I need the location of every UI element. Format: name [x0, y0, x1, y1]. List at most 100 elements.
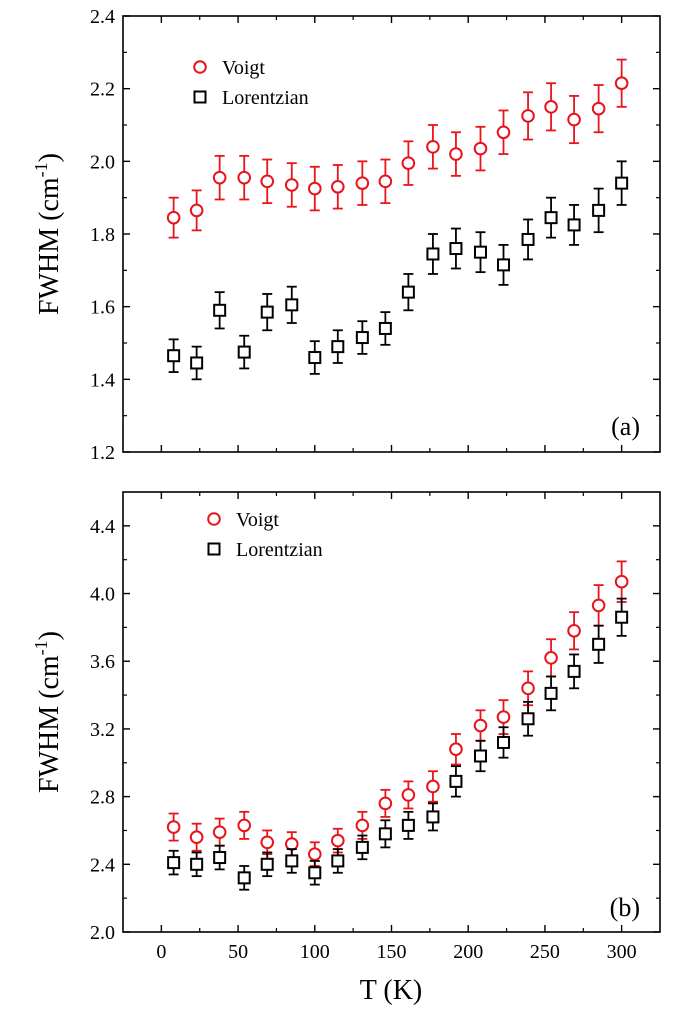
x-tick-label: 250	[530, 941, 560, 963]
legend-marker-lorentzian	[207, 542, 221, 556]
y-axis-title-main: FWHM (cm	[34, 177, 65, 315]
data-point-circle	[212, 170, 227, 185]
y-tick-label: 2.2	[90, 79, 115, 101]
data-point-square	[615, 610, 629, 624]
data-point-square	[497, 258, 511, 272]
data-point-circle	[401, 156, 416, 170]
y-tick-label: 2.0	[90, 151, 115, 173]
data-point-circle	[189, 203, 204, 218]
data-point-square	[497, 735, 511, 749]
data-point-square	[237, 345, 251, 359]
x-tick-label: 150	[377, 941, 407, 963]
legend-marker-lorentzian	[193, 90, 207, 104]
data-point-square	[355, 331, 369, 345]
data-point-square	[285, 298, 299, 312]
data-point-circle	[426, 140, 440, 154]
data-point-circle	[473, 141, 488, 156]
y-tick-label: 1.4	[90, 369, 115, 391]
series-lorentzian	[167, 160, 629, 381]
data-point-square	[378, 321, 392, 335]
data-point-square	[213, 303, 227, 317]
data-point-circle	[567, 112, 581, 127]
panel-label: (a)	[611, 412, 640, 441]
data-point-circle	[521, 109, 535, 123]
data-point-square	[521, 232, 535, 246]
data-point-circle	[212, 825, 227, 839]
legend-label-lorentzian: Lorentzian	[236, 539, 323, 561]
data-point-circle	[331, 833, 345, 848]
data-point-circle	[521, 681, 535, 696]
data-point-circle	[473, 718, 488, 733]
panel-a: 1.2 1.4 1.6 1.8 2.0 2.2 2.4 FWHM (cm-1) (a) Voigt…	[31, 6, 661, 464]
data-point-square	[308, 866, 322, 880]
series-lorentzian	[167, 597, 629, 891]
x-tick-label: 200	[453, 941, 483, 963]
y-axis-title-main: FWHM (cm	[34, 655, 65, 793]
legend-marker-voigt	[207, 512, 221, 526]
y-tick-label: 3.6	[90, 651, 115, 673]
data-point-circle	[166, 210, 181, 225]
y-tick-label: 4.0	[90, 584, 115, 606]
data-point-square	[331, 340, 345, 354]
data-point-circle	[166, 820, 181, 834]
data-point-circle	[260, 174, 275, 189]
y-tick-label: 2.4	[90, 854, 115, 876]
y-axis-title-superscript: -1	[31, 162, 51, 177]
data-point-circle	[567, 623, 581, 638]
data-point-square	[401, 818, 415, 832]
data-point-circle	[355, 176, 370, 190]
data-point-square	[426, 247, 440, 261]
data-point-square	[190, 857, 204, 871]
data-point-square	[355, 840, 369, 854]
data-point-circle	[307, 847, 322, 861]
data-point-circle	[378, 174, 393, 189]
series-voigt	[166, 58, 629, 239]
data-point-circle	[378, 796, 393, 811]
y-axis-title-close: )	[34, 631, 65, 640]
data-point-circle	[426, 779, 440, 794]
data-point-square	[615, 176, 629, 190]
y-tick-label: 2.4	[90, 6, 115, 28]
legend-label-lorentzian: Lorentzian	[222, 87, 309, 109]
x-tick-label: 50	[228, 941, 248, 963]
panel-b: 0 50 100 150 200 250 300 2.0 2.4 2.8 3.2 3.6 4.0 4.4 F…	[31, 491, 661, 963]
data-point-circle	[189, 830, 204, 845]
data-point-circle	[544, 651, 558, 665]
y-axis-title-superscript: -1	[31, 640, 51, 655]
data-point-square	[260, 305, 274, 319]
data-point-square	[544, 686, 558, 700]
data-point-circle	[449, 742, 463, 757]
data-point-square	[426, 810, 440, 824]
series-voigt	[166, 560, 629, 867]
data-point-square	[167, 349, 181, 363]
data-point-square	[308, 351, 322, 365]
data-point-square	[260, 857, 274, 871]
y-axis-title: FWHM (cm-1)	[31, 153, 65, 315]
data-point-circle	[544, 100, 558, 114]
data-point-square	[167, 856, 181, 870]
data-point-square	[592, 203, 606, 217]
data-point-circle	[496, 710, 511, 724]
data-point-square	[213, 851, 227, 865]
panel-label: (b)	[610, 893, 640, 922]
y-axis-title-close: )	[34, 153, 65, 162]
data-point-circle	[591, 598, 606, 613]
data-point-square	[567, 664, 581, 678]
y-tick-label: 3.2	[90, 719, 115, 741]
y-tick-label: 1.2	[90, 442, 115, 464]
x-tick-label: 100	[300, 941, 330, 963]
data-point-circle	[614, 76, 629, 91]
data-point-circle	[401, 788, 416, 802]
data-point-square	[401, 285, 415, 299]
x-tick-label: 300	[607, 941, 637, 963]
y-tick-label: 4.4	[90, 516, 115, 538]
data-point-circle	[260, 835, 275, 850]
legend-label-voigt: Voigt	[236, 509, 279, 531]
data-point-circle	[284, 178, 299, 192]
data-point-circle	[307, 181, 322, 196]
y-tick-label: 2.8	[90, 787, 115, 809]
data-point-circle	[331, 179, 345, 194]
data-point-square	[567, 218, 581, 232]
data-point-square	[285, 854, 299, 868]
